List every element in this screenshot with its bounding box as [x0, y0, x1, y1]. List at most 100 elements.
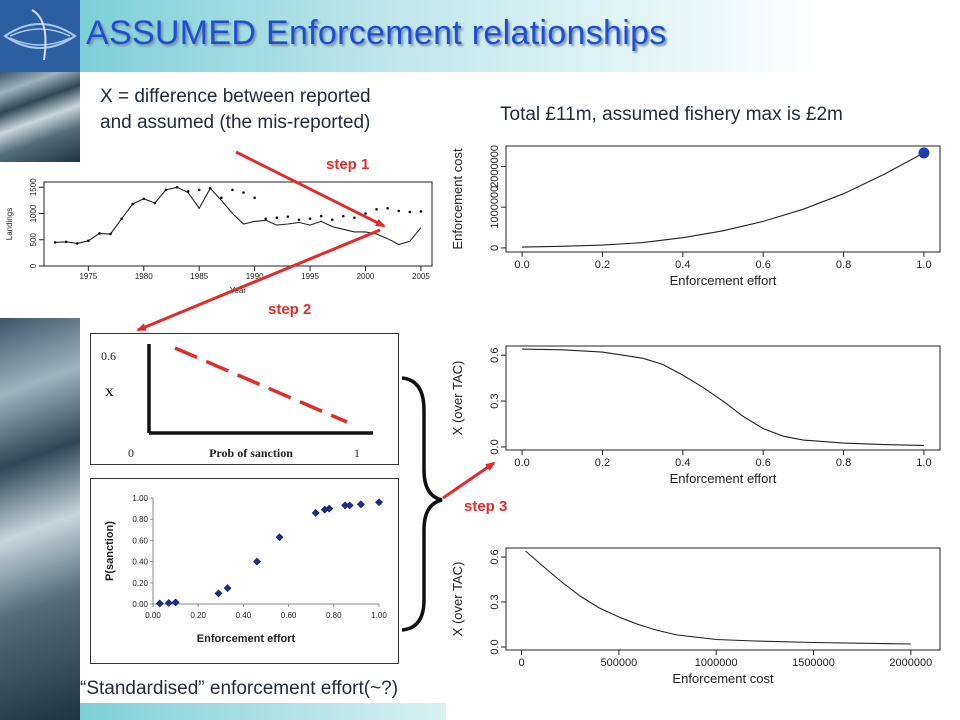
x-tick-label: 1.0: [916, 457, 931, 469]
data-point: [197, 188, 201, 192]
data-point: [175, 185, 179, 189]
y-tick-label: 0: [489, 245, 501, 251]
y-axis-title: P(sanction): [104, 521, 116, 581]
plot-frame: [505, 547, 941, 651]
x-tick-label: 0.6: [756, 457, 771, 469]
max-cost-marker: [918, 147, 930, 159]
data-point: [64, 240, 68, 244]
x-tick-label: 0.4: [675, 457, 690, 469]
x-tick-label: 0.6: [756, 259, 771, 271]
y-tick-label: 0.0: [489, 439, 501, 454]
y-tick-label: 0.6: [489, 348, 501, 363]
brace-icon: [401, 376, 443, 632]
plot-frame: [505, 345, 941, 451]
x-tick-label: 1985: [190, 272, 208, 281]
plot-frame: [43, 181, 433, 267]
x-tick-label: 1500000: [792, 657, 835, 669]
x-tick-label: 0.2: [595, 457, 610, 469]
step-3-label: step 3: [464, 498, 508, 515]
psanction-panel: 0.00 0.20 0.40 0.60 0.80 1.00 0.00 0.20 0.40 0.60…: [90, 478, 399, 664]
x-axis-title: Year: [230, 286, 247, 295]
y-axis-title: X: [105, 385, 114, 399]
data-point: [342, 214, 345, 218]
psanction-chart: 0.00 0.20 0.40 0.60 0.80 1.00 0.00 0.20 0.40 0.60…: [104, 494, 387, 645]
data-point: [419, 210, 423, 213]
data-point: [164, 599, 173, 607]
data-point: [223, 584, 232, 593]
y-tick-label: 1000: [29, 204, 38, 222]
x-definition-line-1: X = difference between reported: [100, 86, 371, 107]
x-tick-label: 1.00: [371, 611, 387, 620]
data-point: [164, 188, 168, 192]
x-tick-label: 0.00: [145, 611, 161, 620]
x-tick-label: 0.20: [190, 611, 206, 620]
x-tick-label: 0.40: [236, 611, 252, 620]
data-point: [345, 501, 354, 510]
x-tick-label: 0.2: [595, 259, 610, 271]
y-tick-label: 0.3: [489, 594, 501, 609]
data-point: [325, 504, 334, 513]
series-line: [525, 550, 911, 645]
plot-frame: [505, 145, 941, 253]
y-axis-title: Landings: [5, 208, 14, 240]
data-point: [131, 202, 134, 206]
data-point: [319, 214, 323, 218]
x-tick-label: 2000000: [889, 657, 932, 669]
x-tick-label: 1980: [135, 272, 153, 281]
x-tick-label: 0.60: [281, 611, 297, 620]
y-tick-label: 500: [29, 233, 38, 247]
x-tick-label: 0.4: [675, 259, 690, 271]
data-point: [214, 589, 223, 598]
x-tick-label: 0.0: [514, 259, 529, 271]
x-tick-label: 1995: [301, 272, 319, 281]
sea-image-top: [0, 72, 80, 162]
y-tick-label: 2000000: [489, 145, 501, 188]
landings-chart: 1975 1980 1985 1990 1995 2000 2005 0 500 1000 1500…: [5, 178, 433, 295]
data-point: [109, 232, 112, 236]
x-tick-label: 0.8: [836, 259, 851, 271]
data-point: [155, 599, 164, 608]
data-point: [98, 232, 101, 235]
standardised-effort-note: “Standardised” enforcement effort(~?): [80, 678, 399, 699]
y-tick-label: 1500: [29, 178, 38, 196]
data-point: [142, 197, 146, 201]
data-point: [356, 500, 365, 509]
footer-bar: [80, 703, 446, 720]
data-point: [171, 598, 180, 607]
data-point: [153, 201, 157, 205]
data-point: [220, 196, 223, 200]
data-point: [330, 218, 334, 222]
x-vs-cost-chart: 0 500000 1000000 1500000 2000000 0.0 0.3 0.6 Enf…: [450, 547, 941, 686]
data-point: [120, 217, 123, 221]
data-point: [397, 209, 401, 213]
data-point: [408, 210, 412, 214]
data-point: [311, 508, 320, 517]
y-tick-label: 0.00: [132, 600, 148, 609]
data-point: [286, 215, 290, 218]
y-tick-label: 0.60: [132, 536, 148, 545]
data-point: [364, 212, 367, 215]
y-axis-title: X (over TAC): [450, 361, 465, 436]
x-tick-label: 1990: [246, 272, 264, 281]
y-axis-title: X (over TAC): [450, 562, 465, 637]
x-vs-prob-panel: 0.6 X 0 1 Prob of sanction: [90, 333, 399, 465]
y-tick-label: 1000000: [489, 186, 501, 229]
logo: [0, 0, 80, 72]
x-tick-label: 0.8: [836, 457, 851, 469]
x-tick-label: 2000: [357, 272, 375, 281]
x-vs-prob-chart: 0.6 X 0 1 Prob of sanction: [101, 344, 373, 460]
x-tick-label: 500000: [601, 657, 638, 669]
x-tick-label: 0.80: [326, 611, 342, 620]
x-definition-note: X = difference between reported and assu…: [100, 84, 371, 136]
x-tick-label: 1: [354, 446, 360, 460]
data-point: [53, 241, 57, 244]
data-point: [308, 217, 312, 221]
data-point: [87, 239, 90, 243]
series-line: [522, 348, 924, 446]
data-point: [386, 206, 389, 210]
y-tick-label: 0.6: [489, 549, 501, 564]
data-point: [375, 498, 383, 507]
data-point: [253, 557, 261, 566]
data-point: [242, 191, 245, 194]
y-tick-label: 0.40: [132, 558, 148, 567]
